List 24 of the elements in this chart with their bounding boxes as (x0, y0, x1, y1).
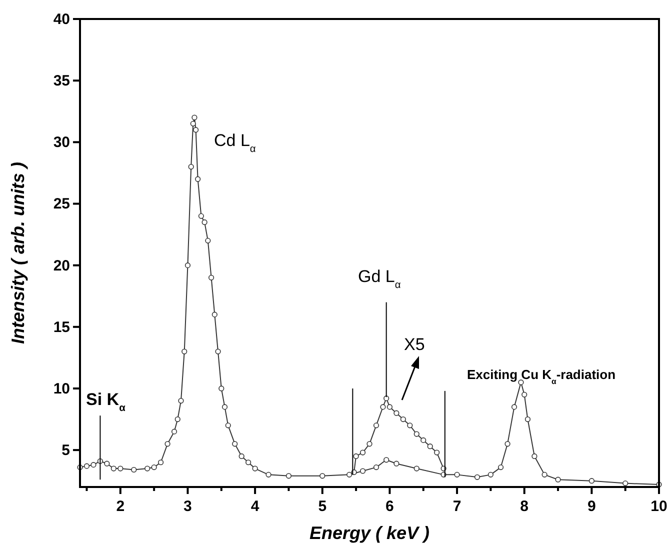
y-tick-label: 40 (53, 11, 70, 28)
x-tick-label: 8 (520, 498, 529, 515)
annotation: Si K$_{α}$ (86, 390, 126, 414)
annotation: Cd L$_{α}$ (214, 131, 256, 154)
y-tick-label: 5 (62, 442, 70, 460)
y-tick-label: 25 (53, 196, 70, 213)
annotation: X5 (404, 335, 425, 354)
x-tick-label: 3 (184, 498, 192, 515)
y-axis-title: Intensity ( arb. units ) (8, 162, 28, 344)
x-tick-label: 7 (452, 498, 462, 515)
x-axis-title: Energy ( keV ) (309, 523, 430, 543)
x-tick-label: 10 (650, 498, 668, 515)
y-tick-label: 15 (53, 318, 70, 336)
annotation: Gd L$_{α}$ (358, 267, 401, 290)
annotation: Exciting Cu K$_{α}$-radiation (467, 367, 616, 386)
x-tick-label: 9 (588, 498, 596, 515)
x-tick-label: 5 (318, 498, 327, 515)
x-tick-label: 4 (250, 498, 260, 515)
y-tick-label: 20 (53, 257, 70, 274)
x-tick-label: 2 (116, 498, 125, 515)
y-tick-label: 30 (53, 134, 70, 152)
y-tick-label: 35 (53, 72, 70, 90)
x-tick-label: 6 (386, 498, 394, 515)
y-tick-label: 10 (53, 380, 70, 398)
